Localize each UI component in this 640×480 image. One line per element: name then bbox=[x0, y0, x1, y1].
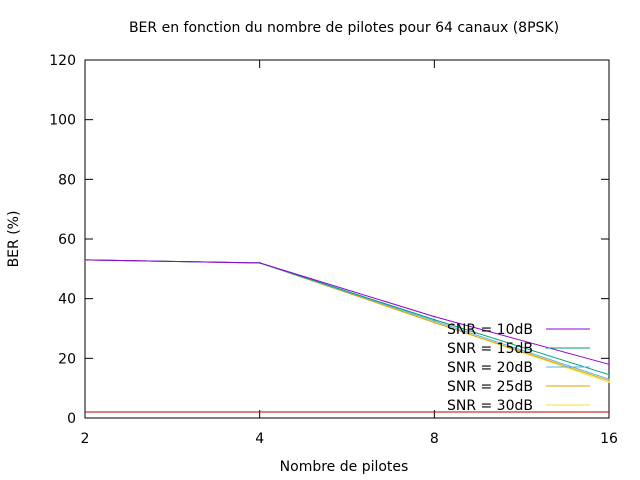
y-tick-label: 120 bbox=[49, 53, 76, 69]
series-line bbox=[84, 259, 610, 365]
data-point bbox=[84, 259, 86, 261]
legend-label: SNR = 15dB bbox=[447, 341, 533, 357]
x-axis-label: Nombre de pilotes bbox=[280, 459, 409, 475]
y-tick-label: 100 bbox=[49, 113, 76, 129]
x-tick-label: 2 bbox=[81, 431, 90, 447]
y-axis-label: BER (%) bbox=[6, 211, 22, 268]
data-point bbox=[433, 315, 436, 318]
data-point bbox=[433, 318, 436, 321]
legend: SNR = 10dB SNR = 15dB SNR = 20dB SNR = 25dB… bbox=[447, 322, 590, 414]
y-tick-label: 60 bbox=[58, 232, 76, 248]
legend-label: SNR = 25dB bbox=[447, 379, 533, 395]
data-point bbox=[258, 262, 261, 264]
legend-label: SNR = 30dB bbox=[447, 398, 533, 414]
data-point bbox=[608, 381, 610, 384]
legend-label: SNR = 10dB bbox=[447, 322, 533, 338]
series-line bbox=[84, 259, 610, 376]
y-tick-label: 0 bbox=[67, 411, 76, 427]
y-tick-label: 40 bbox=[58, 292, 76, 308]
y-tick-label: 80 bbox=[58, 172, 76, 188]
data-point bbox=[608, 373, 610, 376]
data-point bbox=[433, 320, 436, 322]
x-tick-label: 16 bbox=[600, 431, 618, 447]
chart-title: BER en fonction du nombre de pilotes pou… bbox=[129, 20, 559, 36]
x-tick-label: 8 bbox=[430, 431, 439, 447]
plot-area: 0 20 40 60 80 100 120 2 4 8 16 bbox=[49, 53, 618, 447]
legend-label: SNR = 20dB bbox=[447, 360, 533, 376]
y-tick-label: 20 bbox=[58, 351, 76, 367]
data-point bbox=[608, 363, 610, 366]
data-point bbox=[433, 321, 436, 324]
data-point bbox=[608, 378, 610, 381]
x-tick-label: 4 bbox=[255, 431, 264, 447]
data-point bbox=[608, 379, 610, 382]
